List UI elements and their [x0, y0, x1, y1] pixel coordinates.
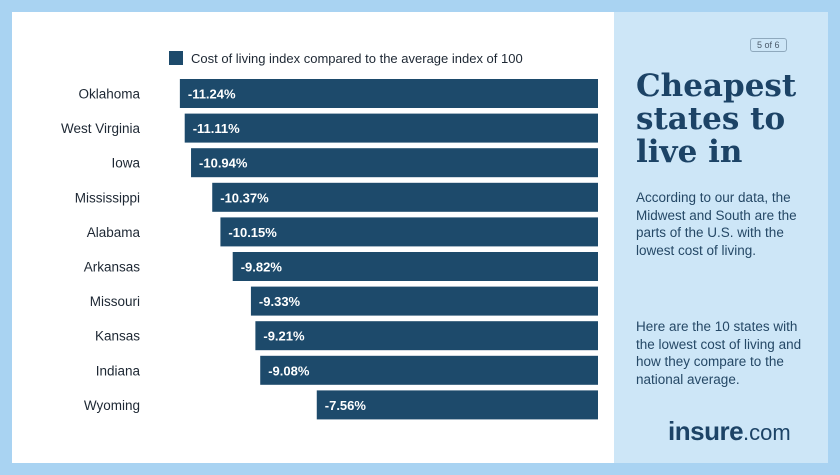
legend-label: Cost of living index compared to the ave…: [191, 50, 523, 66]
page-title: Cheapest states to live in: [636, 68, 797, 170]
legend-swatch: [169, 51, 183, 65]
value-label: -11.11%: [193, 121, 240, 136]
chart-panel: Cost of living index compared to the ave…: [12, 12, 614, 463]
value-label: -9.33%: [259, 294, 301, 309]
value-label: -10.94%: [199, 156, 248, 171]
category-label: West Virginia: [61, 121, 141, 136]
category-label: Iowa: [111, 156, 140, 171]
value-label: -9.82%: [241, 260, 283, 275]
insure-logo: insure .com: [668, 416, 791, 447]
category-label: Arkansas: [84, 260, 141, 275]
slide-frame: Cost of living index compared to the ave…: [12, 12, 828, 463]
category-label: Alabama: [87, 225, 141, 240]
bar-kansas: [255, 321, 598, 351]
bar-west-virginia: [184, 113, 598, 143]
page-indicator: 5 of 6: [750, 38, 787, 52]
bar-chart: -11.24% Oklahoma -11.11% West Virginia -10.9…: [61, 79, 599, 420]
category-label: Kansas: [95, 329, 140, 344]
category-label: Indiana: [96, 363, 141, 378]
value-label: -10.37%: [220, 190, 269, 205]
logo-text: insure: [668, 416, 744, 446]
value-label: -9.21%: [263, 329, 305, 344]
bar-arkansas: [232, 252, 599, 281]
bar-wyoming: [316, 390, 598, 420]
category-label: Oklahoma: [78, 87, 140, 102]
logo-suffix: .com: [743, 420, 791, 445]
category-label: Mississippi: [75, 190, 140, 205]
description-paragraph-1: According to our data, the Midwest and S…: [636, 190, 797, 258]
value-label: -7.56%: [325, 398, 367, 413]
chart-legend: Cost of living index compared to the ave…: [169, 49, 523, 67]
description-paragraph-2: Here are the 10 states with the lowest c…: [636, 319, 802, 387]
category-label: Missouri: [90, 294, 140, 309]
value-label: -11.24%: [188, 87, 236, 102]
value-label: -10.15%: [228, 225, 277, 240]
side-panel: 5 of 6 Cheapest states to live in Accord…: [614, 12, 828, 463]
bar-oklahoma: [179, 79, 598, 108]
bar-iowa: [191, 148, 599, 178]
bar-alabama: [220, 217, 599, 247]
bar-missouri: [250, 286, 598, 316]
category-label: Wyoming: [84, 398, 140, 413]
bar-indiana: [260, 355, 598, 385]
value-label: -9.08%: [268, 363, 310, 378]
bar-mississippi: [212, 182, 598, 212]
